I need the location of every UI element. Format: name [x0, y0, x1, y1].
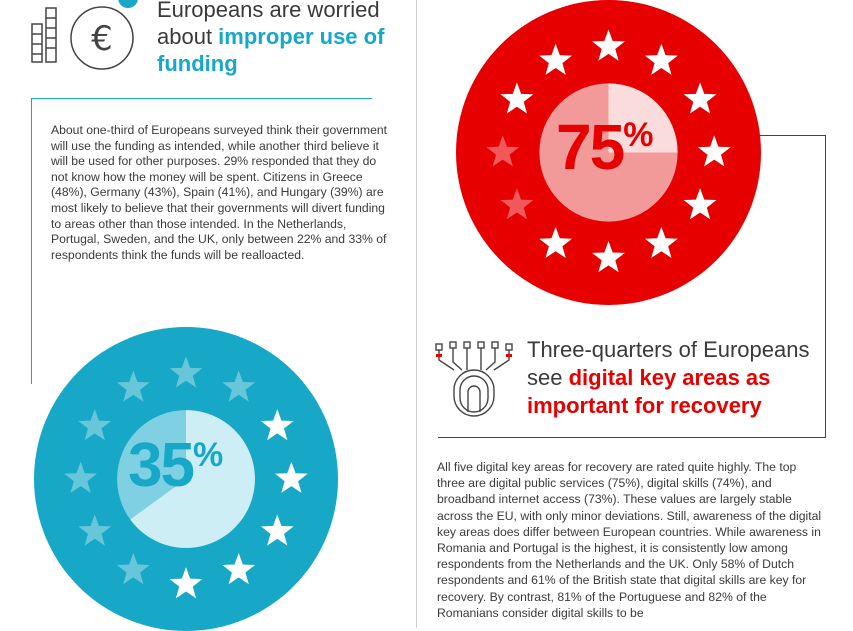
- eu-star-icon: [592, 29, 625, 61]
- eu-star-icon: [116, 553, 150, 585]
- left-heading: Europeans are worried about improper use…: [157, 0, 385, 76]
- right-body-text: All five digital key areas for recovery …: [437, 460, 822, 620]
- eu-star-icon: [644, 43, 678, 75]
- fingerprint-circuit-icon: [435, 341, 513, 417]
- eu-star-icon: [500, 188, 534, 220]
- eu-star-icon: [260, 409, 294, 441]
- fraction-wedge: [608, 83, 678, 153]
- stat-circle-35: [34, 327, 338, 631]
- eu-star-icon: [683, 82, 717, 114]
- svg-text:€: €: [91, 19, 113, 59]
- left-frame: [31, 98, 372, 384]
- eu-star-icon: [260, 514, 294, 546]
- stat-35-percent: 35%: [128, 431, 223, 500]
- euro-coin-icon: €: [31, 0, 138, 70]
- right-frame: [438, 135, 826, 438]
- eu-star-icon: [116, 370, 150, 402]
- eu-star-icon: [275, 461, 308, 493]
- left-body-text: About one-third of Europeans surveyed th…: [51, 123, 388, 262]
- eu-star-icon: [169, 567, 203, 599]
- eu-star-icon: [644, 226, 678, 259]
- eu-star-icon: [64, 461, 97, 493]
- eu-star-icon: [78, 514, 112, 546]
- eu-star-icon: [78, 409, 112, 441]
- stat-circle-75: [456, 0, 761, 305]
- eu-star-icon: [500, 82, 534, 114]
- right-heading: Three-quarters of Europeans see digital …: [527, 337, 810, 418]
- eu-star-icon: [539, 43, 573, 75]
- fraction-wedge: [130, 410, 255, 548]
- column-divider: [416, 0, 417, 628]
- stat-75-percent: 75%: [556, 111, 653, 183]
- right-frame-top: [760, 135, 826, 136]
- eu-star-icon: [486, 135, 520, 167]
- eu-star-icon: [169, 356, 203, 388]
- eu-star-icon: [697, 135, 731, 167]
- eu-star-icon: [222, 370, 256, 402]
- eu-star-icon: [539, 226, 573, 259]
- eu-star-icon: [683, 188, 717, 220]
- eu-star-icon: [592, 240, 625, 273]
- eu-star-icon: [222, 553, 256, 585]
